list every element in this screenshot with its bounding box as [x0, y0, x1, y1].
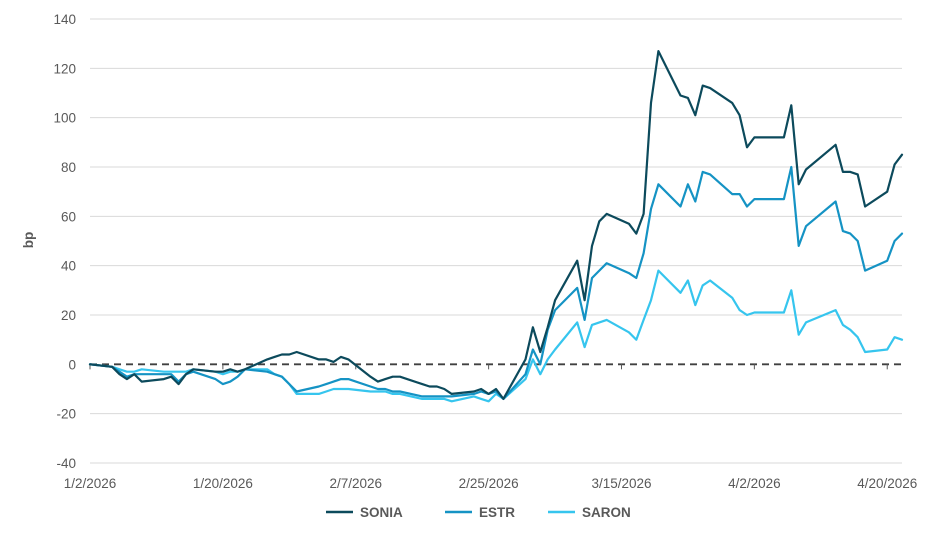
x-tick-label: 1/20/2026 [193, 476, 253, 491]
y-tick-label: -20 [56, 407, 76, 422]
x-tick-label: 2/25/2026 [459, 476, 519, 491]
series-line-sonia [88, 49, 904, 400]
x-tick-label: 1/2/2026 [64, 476, 117, 491]
y-tick-label: 20 [61, 308, 76, 323]
legend-label-sonia: SONIA [360, 505, 403, 520]
y-tick-label: 100 [53, 111, 76, 126]
y-tick-label: 120 [53, 61, 76, 76]
gridlines [90, 18, 902, 464]
series-line-saron [88, 269, 904, 403]
y-tick-label: 0 [68, 357, 76, 372]
y-tick-label: 80 [61, 160, 76, 175]
y-tick-label: 40 [61, 259, 76, 274]
y-tick-label: 60 [61, 209, 76, 224]
y-tick-label: -40 [56, 456, 76, 471]
y-tick-label: 140 [53, 12, 76, 27]
y-tick-labels: -40 -20 0 20 40 60 80 100 120 140 [53, 12, 76, 471]
x-tick-labels: 1/2/2026 1/20/2026 2/7/2026 2/25/2026 3/15/2… [64, 476, 918, 491]
x-tick-label: 3/15/2026 [591, 476, 651, 491]
series-lines [88, 49, 904, 403]
x-tick-label: 4/2/2026 [728, 476, 781, 491]
legend-label-estr: ESTR [479, 505, 515, 520]
y-axis-title: bp [21, 232, 36, 249]
legend: SONIA ESTR SARON [326, 505, 631, 520]
x-tick-label: 2/7/2026 [329, 476, 382, 491]
legend-label-saron: SARON [582, 505, 631, 520]
x-tick-label: 4/20/2026 [857, 476, 917, 491]
